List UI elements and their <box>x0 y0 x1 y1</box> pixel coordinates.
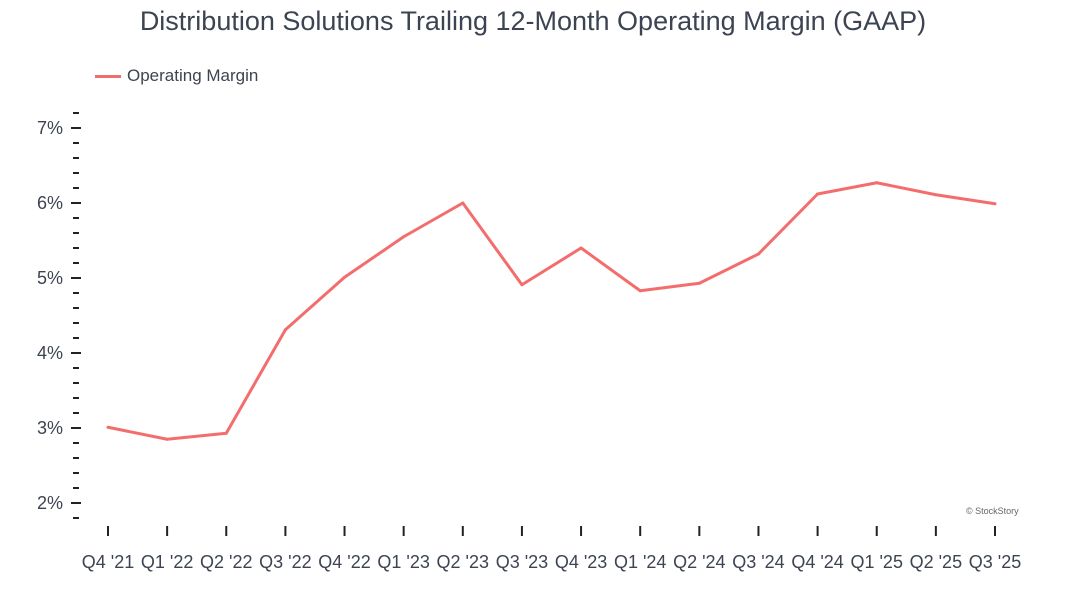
x-tick-label: Q3 '22 <box>259 552 311 572</box>
credit-watermark: © StockStory <box>966 506 1019 516</box>
x-tick-label: Q3 '25 <box>969 552 1021 572</box>
x-tick-label: Q4 '24 <box>791 552 843 572</box>
data-point <box>402 235 406 239</box>
data-point <box>461 201 465 205</box>
data-point <box>756 252 760 256</box>
legend: Operating Margin <box>95 66 258 86</box>
data-point <box>934 193 938 197</box>
y-tick-label: 6% <box>37 193 63 213</box>
y-tick-label: 5% <box>37 268 63 288</box>
chart-title: Distribution Solutions Trailing 12-Month… <box>139 6 927 36</box>
x-tick-label: Q2 '24 <box>673 552 725 572</box>
x-tick-label: Q2 '22 <box>200 552 252 572</box>
legend-swatch <box>95 74 121 78</box>
data-point <box>165 437 169 441</box>
x-tick-label: Q4 '22 <box>318 552 370 572</box>
x-tick-label: Q4 '21 <box>82 552 134 572</box>
legend-label: Operating Margin <box>127 66 259 85</box>
data-point <box>875 181 879 185</box>
data-point <box>816 192 820 196</box>
y-tick-label: 2% <box>37 493 63 513</box>
series-line-operating-margin <box>107 181 996 441</box>
x-tick-label: Q1 '25 <box>850 552 902 572</box>
data-point <box>993 202 997 206</box>
data-point <box>579 246 583 250</box>
data-point <box>638 289 642 293</box>
data-point <box>106 425 110 429</box>
x-tick-label: Q3 '23 <box>496 552 548 572</box>
x-tick-label: Q2 '25 <box>910 552 962 572</box>
x-tick-label: Q4 '23 <box>555 552 607 572</box>
y-tick-label: 3% <box>37 418 63 438</box>
x-tick-label: Q1 '23 <box>377 552 429 572</box>
data-point <box>343 275 347 279</box>
data-point <box>224 431 228 435</box>
data-point <box>520 283 524 287</box>
data-point <box>697 281 701 285</box>
x-tick-label: Q1 '22 <box>141 552 193 572</box>
data-point <box>283 328 287 332</box>
y-tick-label: 7% <box>37 118 63 138</box>
x-tick-label: Q2 '23 <box>437 552 489 572</box>
x-tick-label: Q3 '24 <box>732 552 784 572</box>
y-tick-label: 4% <box>37 343 63 363</box>
x-tick-label: Q1 '24 <box>614 552 666 572</box>
